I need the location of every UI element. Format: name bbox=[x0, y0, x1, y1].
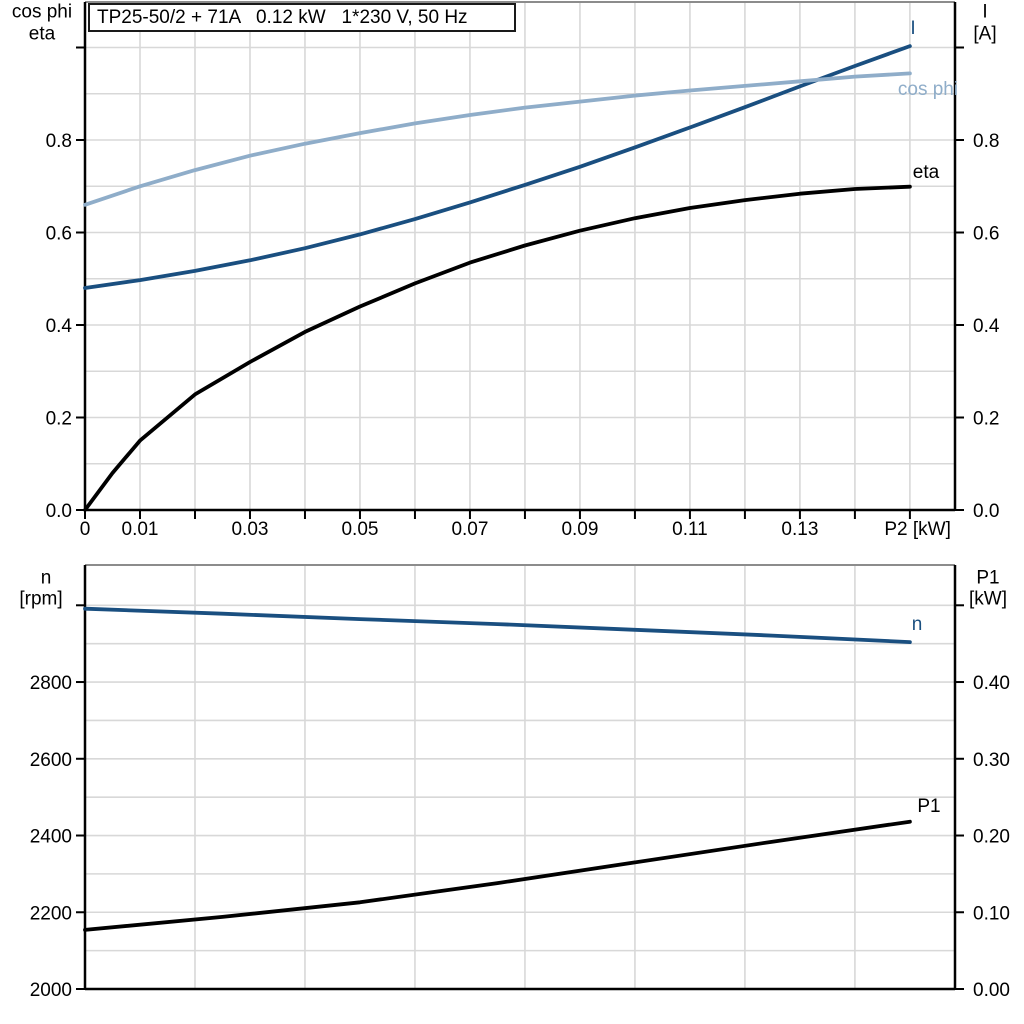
y-tick-label-right: 0.00 bbox=[973, 980, 1010, 1001]
y-tick-label-left: 0.0 bbox=[46, 501, 72, 522]
x-tick-label: 0.05 bbox=[341, 519, 378, 540]
x-tick-label: 0 bbox=[80, 519, 91, 540]
x-tick-label: 0.13 bbox=[781, 519, 818, 540]
bottom-right-axis-title-p1: P1 bbox=[976, 567, 1000, 589]
curve-label-n: n bbox=[912, 614, 923, 635]
bottom-right-axis-title-kw-unit: [kW] bbox=[969, 588, 1007, 610]
y-tick-label-left: 2000 bbox=[30, 980, 72, 1001]
y-tick-label-right: 0.6 bbox=[973, 224, 999, 245]
curve-label-i: I bbox=[910, 18, 915, 39]
x-tick-label: 0.09 bbox=[561, 519, 598, 540]
bottom-left-axis-title-speed: n bbox=[40, 567, 52, 589]
y-tick-label-left: 2600 bbox=[30, 750, 72, 771]
y-tick-label-left: 2400 bbox=[30, 827, 72, 848]
curve-label-eta: eta bbox=[913, 162, 940, 183]
x-tick-label: 0.11 bbox=[672, 519, 708, 540]
curve-p1 bbox=[83, 819, 912, 932]
curve-eta bbox=[83, 184, 912, 512]
x-tick-label: 0.07 bbox=[451, 519, 488, 540]
chart-motor-electrical: 0.0 0.2 0.4 0.6 0.8 0.0 0.2 0.4 0.6 0.8 0 0.01 0.03 0… bbox=[46, 1, 1000, 540]
y-tick-label-right: 0.20 bbox=[973, 827, 1010, 848]
top-left-axis-title-cos-phi: cos phi bbox=[11, 1, 73, 23]
top-left-axis-title-eta: eta bbox=[28, 23, 56, 45]
x-tick-label: 0.03 bbox=[231, 519, 268, 540]
y-tick-label-left: 2200 bbox=[30, 903, 72, 924]
y-tick-label-right: 0.8 bbox=[973, 131, 999, 152]
y-tick-label-right: 0.10 bbox=[973, 903, 1010, 924]
chart-title-box: TP25-50/2 + 71A 0.12 kW 1*230 V, 50 Hz bbox=[88, 3, 516, 32]
y-tick-label-right: 0.0 bbox=[973, 501, 999, 522]
y-tick-label-right: 0.4 bbox=[973, 316, 1000, 337]
bottom-left-axis-title-rpm-unit: [rpm] bbox=[19, 588, 63, 610]
top-right-axis-title-current: I bbox=[982, 1, 988, 23]
y-tick-label-left: 2800 bbox=[30, 673, 72, 694]
curve-label-p1: P1 bbox=[917, 796, 940, 817]
y-tick-label-left: 0.8 bbox=[46, 131, 72, 152]
y-tick-label-left: 0.2 bbox=[46, 409, 72, 430]
y-tick-label-right: 0.40 bbox=[973, 673, 1010, 694]
top-right-axis-title-ampere-unit: [A] bbox=[973, 23, 997, 45]
y-tick-label-right: 0.30 bbox=[973, 750, 1010, 771]
chart-speed-power: 2000 2200 2400 2600 2800 0.00 0.10 0.20 0.30 0.40… bbox=[30, 564, 1010, 1001]
x-tick-label: 0.01 bbox=[122, 519, 159, 540]
curve-i bbox=[83, 44, 912, 290]
curve-n bbox=[83, 606, 912, 644]
curve-label-cos-phi: cos phi bbox=[898, 79, 958, 100]
y-tick-label-right: 0.2 bbox=[973, 409, 999, 430]
curve-cos-phi bbox=[83, 71, 912, 207]
x-axis-title: P2 [kW] bbox=[884, 519, 951, 540]
y-tick-label-left: 0.4 bbox=[46, 316, 73, 337]
y-tick-label-left: 0.6 bbox=[46, 224, 72, 245]
